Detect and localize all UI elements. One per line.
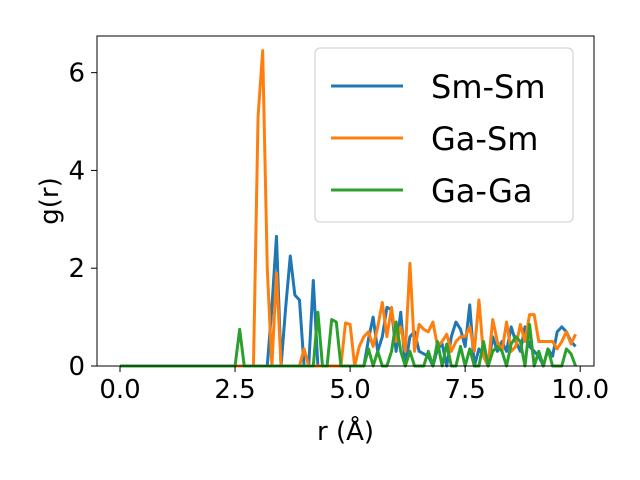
legend-label: Ga-Ga: [431, 172, 533, 210]
y-tick-label: 2: [68, 254, 85, 284]
legend-box: [314, 47, 574, 223]
series-line-ga-sm: [120, 49, 577, 368]
legend: Sm-Sm Ga-Sm Ga-Ga: [314, 47, 574, 223]
x-tick-label: 10.0: [551, 375, 609, 405]
y-tick-label: 4: [68, 156, 85, 186]
legend-label: Ga-Sm: [431, 120, 538, 158]
x-axis-label: r (Å): [317, 415, 374, 447]
legend-label: Sm-Sm: [431, 68, 546, 106]
x-tick-label: 7.5: [444, 375, 485, 405]
y-axis-ticks: 0 2 4 6: [68, 59, 97, 382]
y-tick-label: 6: [68, 59, 85, 89]
y-tick-label: 0: [68, 352, 85, 382]
x-tick-label: 5.0: [329, 375, 370, 405]
x-tick-label: 0.0: [99, 375, 140, 405]
axes-frame: [96, 35, 595, 367]
x-axis-ticks: 0.0 2.5 5.0 7.5 10.0: [99, 366, 609, 405]
x-tick-label: 2.5: [214, 375, 255, 405]
y-axis-label: g(r): [35, 177, 65, 224]
